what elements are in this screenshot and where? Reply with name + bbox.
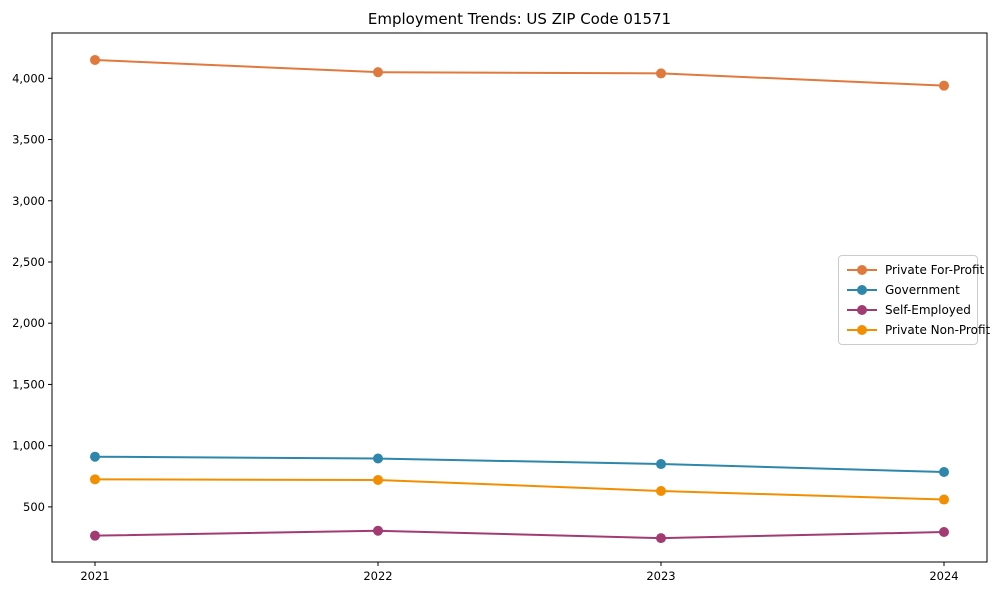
data-point-private-non-profit-2023 <box>656 485 666 496</box>
data-point-government-2023 <box>656 459 666 470</box>
plot-border <box>51 32 988 563</box>
legend-marker-icon <box>857 285 867 295</box>
data-point-self-employed-2023 <box>656 533 666 544</box>
data-point-government-2022 <box>373 453 383 464</box>
legend-item-government: Government <box>846 284 970 296</box>
series-line-self-employed <box>94 529 945 540</box>
legend-item-private-for-profit: Private For-Profit <box>846 264 984 276</box>
data-point-private-for-profit-2022 <box>373 67 383 78</box>
x-tick-label: 2021 <box>80 569 109 583</box>
data-point-private-for-profit-2023 <box>656 68 666 79</box>
y-tick-label: 4,000 <box>12 71 45 85</box>
x-tick-label: 2022 <box>363 569 392 583</box>
data-point-private-non-profit-2021 <box>90 474 100 485</box>
y-tick-label: 2,500 <box>12 255 45 269</box>
legend-label: Private For-Profit <box>885 263 985 277</box>
series-line-government <box>94 455 945 473</box>
series-line-private-non-profit <box>94 478 945 501</box>
data-point-private-non-profit-2022 <box>373 474 383 485</box>
y-tick-label: 3,000 <box>12 194 45 208</box>
data-point-self-employed-2022 <box>373 525 383 536</box>
x-tick-label: 2023 <box>646 569 675 583</box>
x-tick-label: 2024 <box>929 569 958 583</box>
data-point-private-for-profit-2021 <box>90 54 100 65</box>
y-tick-label: 1,500 <box>12 377 45 391</box>
data-point-government-2024 <box>939 466 949 477</box>
legend-label: Self-Employed <box>885 303 971 317</box>
legend-marker-icon <box>857 325 867 335</box>
legend-item-self-employed: Self-Employed <box>846 303 971 317</box>
legend-marker-icon <box>857 265 867 275</box>
data-point-private-for-profit-2024 <box>939 80 949 91</box>
legend-swatch-private-for-profit <box>847 265 877 275</box>
data-point-government-2021 <box>90 451 100 462</box>
y-tick-label: 3,500 <box>12 133 45 147</box>
legend-swatch-self-employed <box>847 305 877 315</box>
y-tick-label: 1,000 <box>12 439 45 453</box>
chart-title: Employment Trends: US ZIP Code 01571 <box>367 10 672 28</box>
data-point-self-employed-2024 <box>939 526 949 537</box>
y-tick-label: 2,000 <box>12 316 45 330</box>
legend-swatch-government <box>847 285 877 295</box>
data-point-self-employed-2021 <box>90 530 100 541</box>
series-line-private-for-profit <box>94 58 945 87</box>
legend-label: Government <box>885 283 960 297</box>
legend-label: Private Non-Profit <box>885 323 991 337</box>
legend-swatch-private-non-profit <box>847 325 877 335</box>
legend-marker-icon <box>857 305 867 315</box>
data-point-private-non-profit-2024 <box>939 494 949 505</box>
legend: Private For-Profit Government Self-Employe… <box>838 255 990 345</box>
y-tick-label: 500 <box>23 500 45 514</box>
legend-item-private-non-profit: Private Non-Profit <box>846 324 990 336</box>
